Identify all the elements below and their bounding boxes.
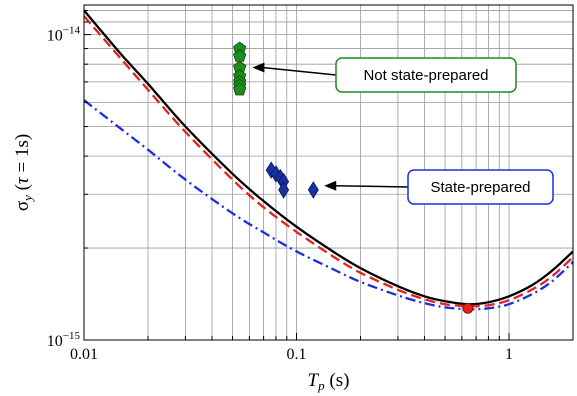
diamond-marker (308, 182, 318, 198)
annotation-arrow-line (334, 186, 408, 187)
annotation-arrow-head (324, 181, 336, 191)
annotations: Not state-prepared State-prepared (252, 58, 553, 204)
annotation-label: State-prepared (430, 179, 530, 196)
y-axis-title: σy (τ = 1s) (12, 134, 35, 211)
x-axis-title: Tp (s) (308, 370, 350, 393)
x-tick-label: 0.1 (287, 346, 307, 363)
circle-marker (463, 303, 473, 313)
annotation-label: Not state-prepared (363, 67, 488, 84)
annotation-not-state-prepared: Not state-prepared (252, 58, 516, 92)
annotation-arrow-line (262, 68, 336, 75)
x-tick-label: 1 (505, 346, 513, 363)
annotation-state-prepared: State-prepared (324, 170, 553, 204)
x-tick-label: 0.01 (70, 346, 98, 363)
y-tick-label: 10−14 (47, 25, 81, 45)
